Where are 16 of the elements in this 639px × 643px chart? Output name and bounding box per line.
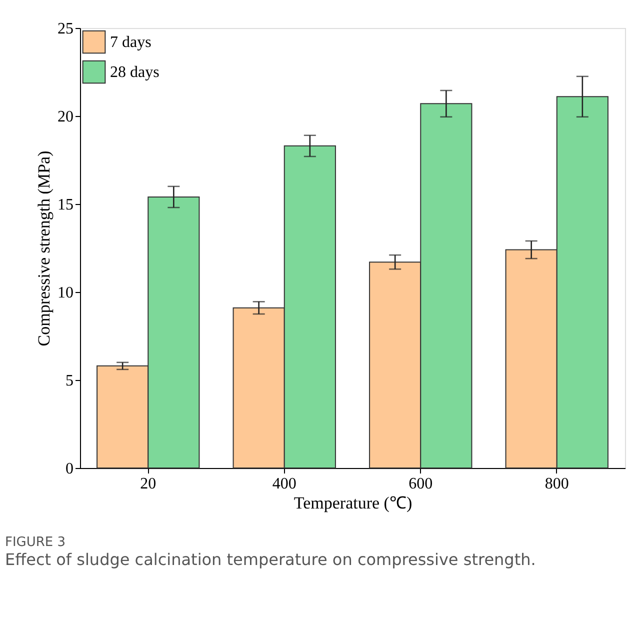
y-tick-label: 0: [66, 460, 74, 478]
y-axis-title: Compressive strength (MPa): [34, 150, 54, 346]
x-tick-label: 600: [408, 476, 433, 492]
legend-label: 28 days: [110, 64, 160, 81]
text: Effect of sludge calcination temperature on compressive strength.: [5, 550, 536, 569]
y-tick-label: 20: [58, 108, 74, 126]
x-tick-label: 800: [544, 476, 569, 492]
y-tick-label: 15: [58, 196, 74, 214]
y-tick-label: 25: [58, 20, 74, 38]
legend-label: 7 days: [110, 34, 152, 51]
x-tick-label: 20: [140, 476, 156, 492]
x-axis-title: Temperature (℃): [294, 494, 412, 512]
y-tick-label: 10: [58, 284, 74, 302]
y-tick-label: 5: [66, 372, 74, 390]
caption: FIGURE 3: [5, 535, 66, 550]
x-tick-label: 400: [272, 476, 296, 492]
